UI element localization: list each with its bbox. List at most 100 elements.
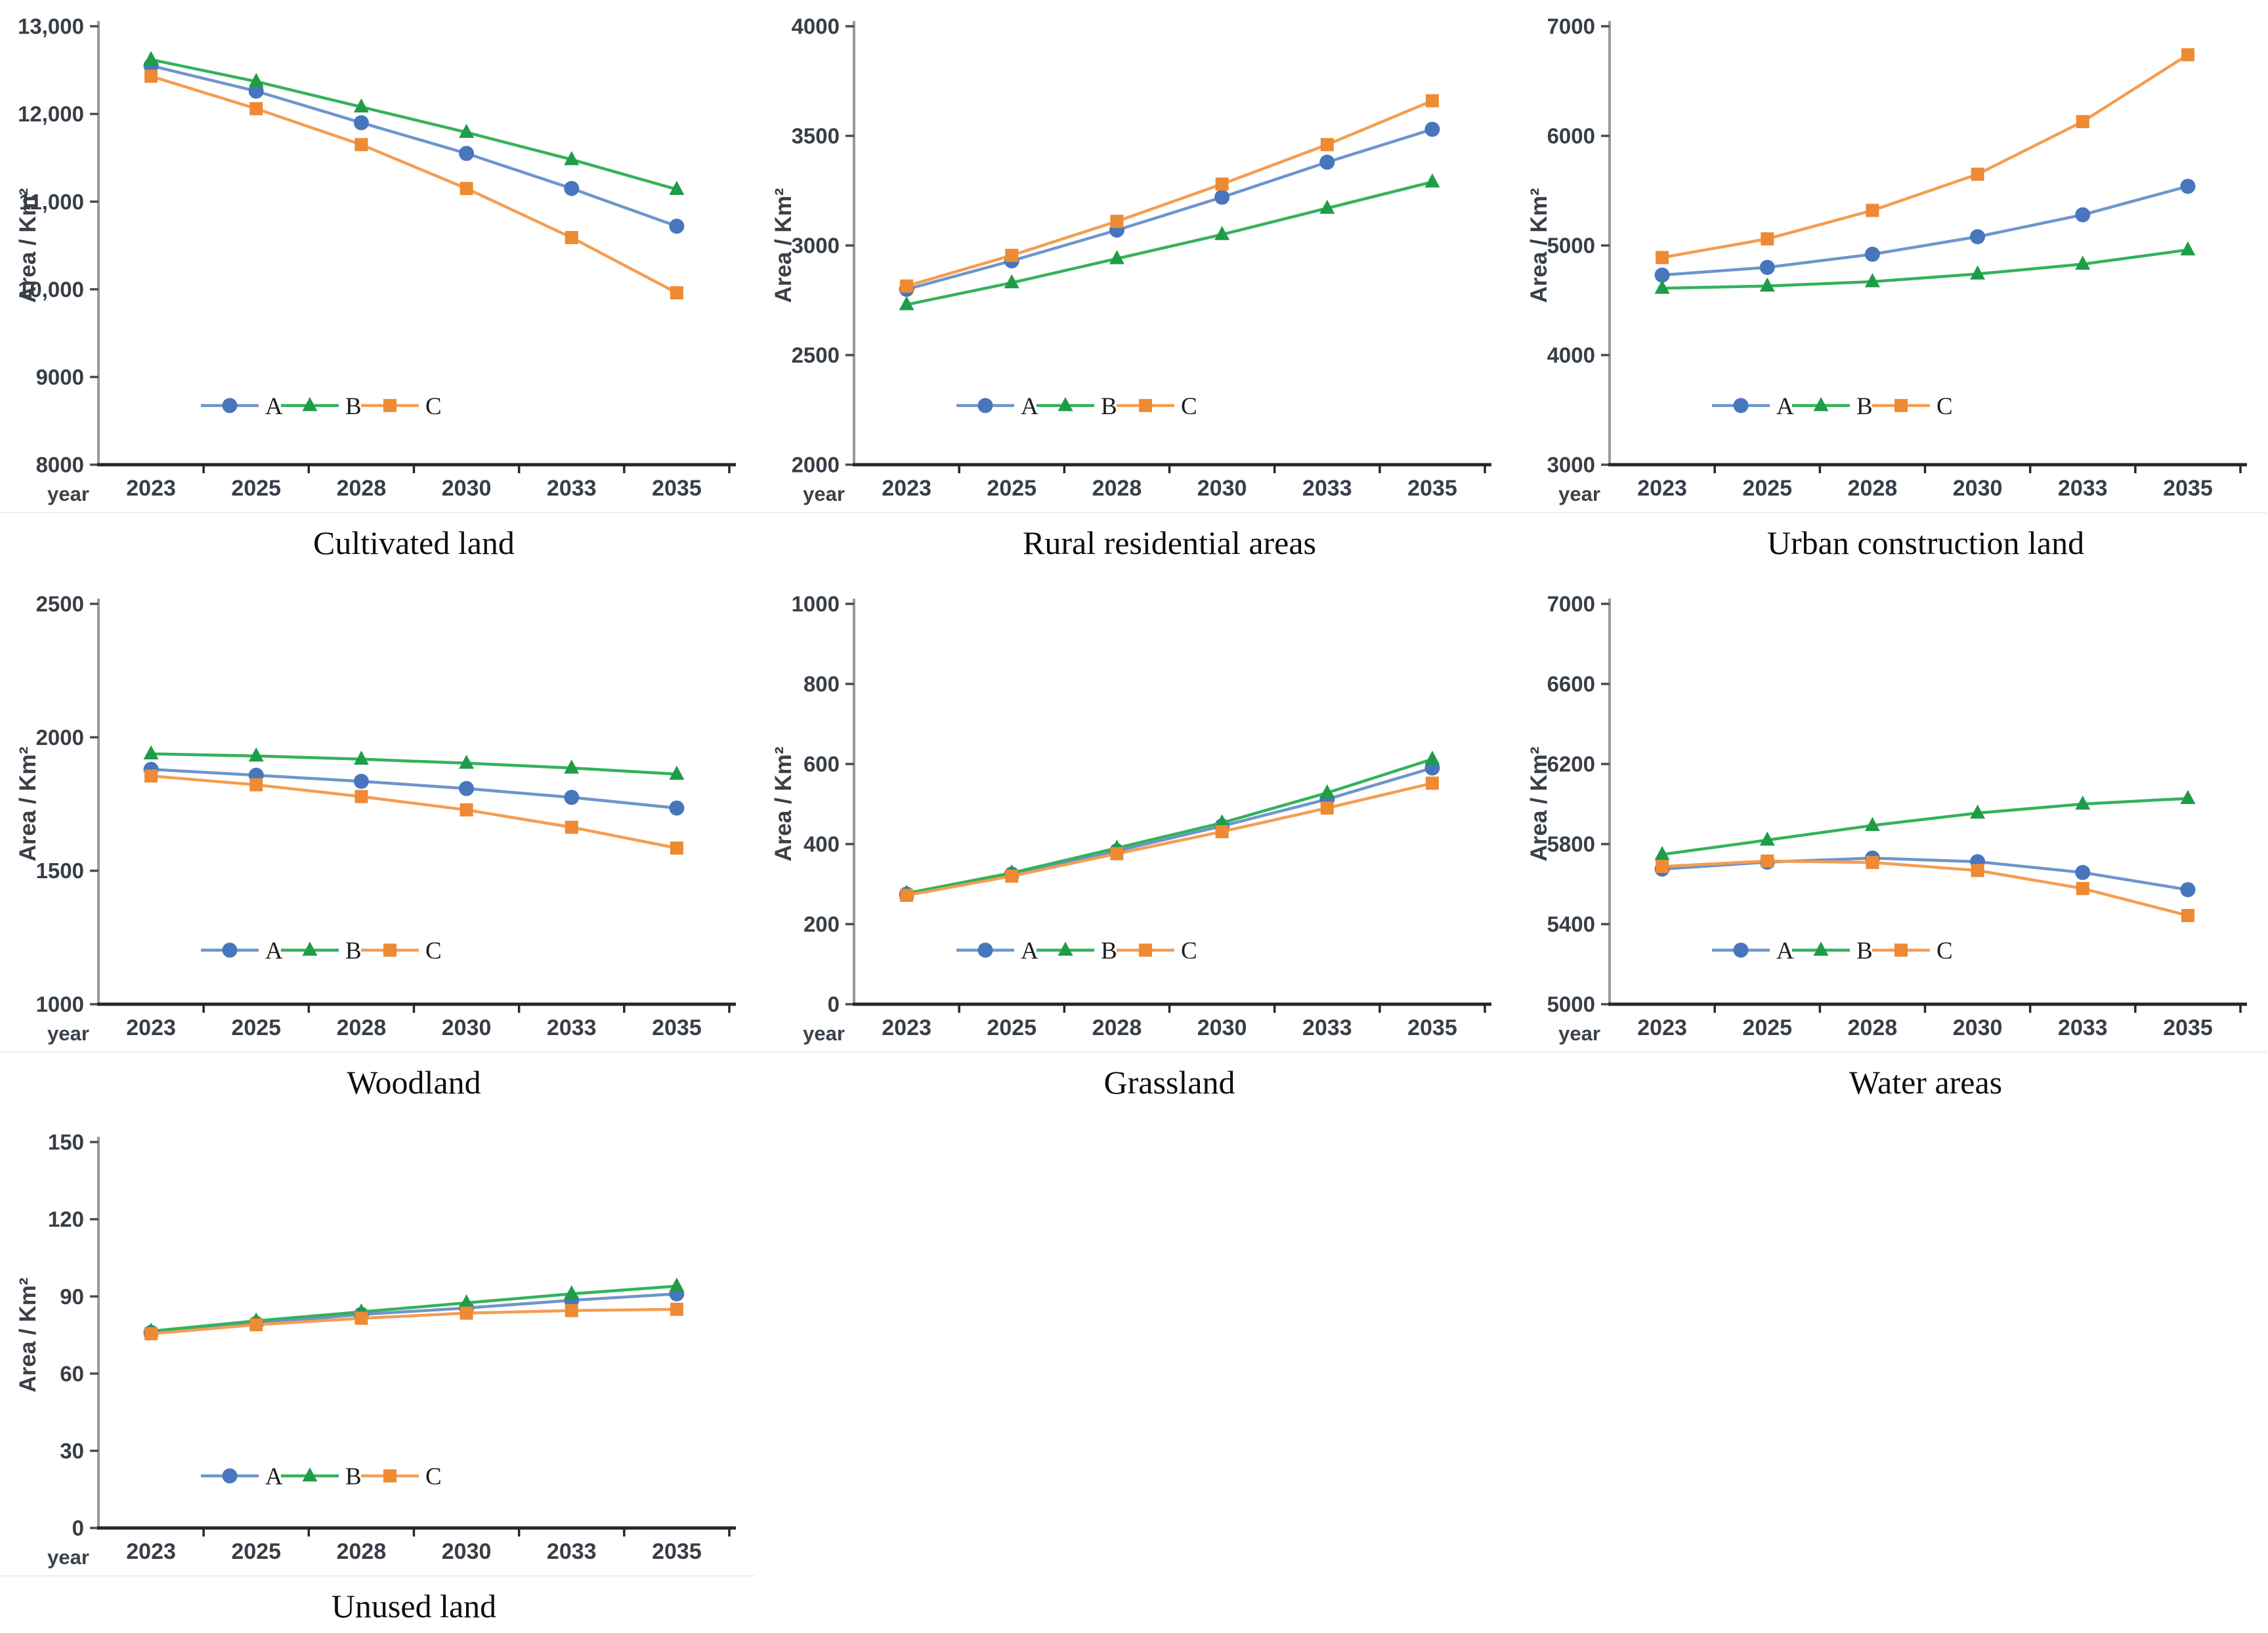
marker-square	[565, 230, 578, 244]
series-B	[899, 173, 1440, 310]
y-axis-title: Area / Km²	[15, 1277, 41, 1392]
marker-circle	[1759, 259, 1775, 275]
legend-marker-square	[383, 943, 396, 957]
marker-circle	[1319, 154, 1335, 170]
marker-triangle	[1319, 784, 1335, 799]
legend: A B C	[201, 1464, 442, 1491]
svg-text:Area / Km²: Area / Km²	[15, 746, 41, 861]
legend-label: B	[345, 393, 362, 420]
series-B	[1654, 790, 2196, 860]
series-line	[1661, 184, 2189, 277]
marker-triangle	[2075, 255, 2091, 270]
y-tick-label: 6000	[1547, 124, 1595, 148]
marker-circle	[2180, 179, 2196, 194]
marker-square	[670, 841, 683, 855]
x-axis-title: year	[803, 482, 845, 505]
x-tick-label: 2028	[337, 1539, 387, 1564]
x-tick-label: 2028	[337, 1015, 387, 1040]
legend-label: C	[1936, 938, 1953, 965]
y-tick-label: 12,000	[18, 102, 84, 126]
marker-square	[2076, 881, 2089, 895]
series-line	[151, 752, 677, 776]
y-tick-label: 5000	[1547, 234, 1595, 258]
x-axis-title: year	[47, 482, 89, 505]
marker-triangle	[1004, 274, 1019, 289]
legend-marker-square	[383, 1469, 396, 1483]
series-A	[899, 121, 1440, 297]
y-axis: 5000 5400 5800 6200 6600 7000	[1547, 592, 1611, 1017]
marker-circle	[2075, 207, 2091, 223]
y-tick-label: 8000	[36, 453, 84, 477]
marker-circle	[564, 180, 580, 196]
y-tick-label: 5800	[1547, 832, 1595, 857]
marker-square	[1425, 94, 1439, 108]
marker-triangle	[899, 296, 914, 310]
y-tick-label: 1000	[792, 592, 840, 616]
marker-triangle	[143, 51, 159, 66]
legend-marker-circle	[1733, 398, 1749, 414]
x-tick-label: 2025	[231, 1015, 281, 1040]
marker-circle	[1214, 190, 1230, 205]
y-tick-label: 60	[60, 1361, 84, 1386]
y-tick-label: 7000	[1547, 592, 1595, 616]
y-axis-title: Area / Km²	[15, 746, 41, 861]
svg-text:Area / Km²: Area / Km²	[771, 746, 796, 861]
legend-marker-triangle	[302, 396, 318, 412]
series-A	[1654, 179, 2196, 283]
y-tick-label: 3500	[792, 124, 840, 148]
legend-label: A	[1776, 938, 1794, 965]
marker-square	[900, 279, 914, 293]
legend-marker-triangle	[1058, 396, 1073, 412]
y-tick-label: 1000	[36, 992, 84, 1017]
legend-label: B	[1856, 938, 1873, 965]
y-tick-label: 90	[60, 1284, 84, 1309]
marker-square	[249, 1318, 263, 1332]
marker-square	[354, 790, 368, 803]
series-A	[1654, 850, 2196, 898]
line-chart-canvas: 5000 5400 5800 6200 6600 7000 2023 2025 2028 2030…	[1511, 592, 2267, 1053]
x-axis: 2023 2025 2028 2030 2033 2035 year	[1558, 1002, 2247, 1045]
legend-marker-circle	[1733, 943, 1749, 958]
marker-square	[2181, 908, 2194, 922]
x-tick-label: 2025	[231, 476, 281, 501]
y-tick-label: 1500	[36, 859, 84, 883]
legend-label: C	[425, 1464, 442, 1491]
y-tick-label: 10,000	[18, 277, 84, 301]
marker-square	[1005, 249, 1019, 263]
marker-circle	[353, 773, 369, 789]
marker-circle	[2180, 882, 2196, 898]
chart-title: Urban construction land	[1766, 524, 2085, 561]
series-line	[906, 766, 1433, 896]
x-tick-label: 2035	[1407, 1015, 1457, 1040]
marker-circle	[1424, 121, 1440, 137]
x-tick-label: 2035	[652, 1539, 702, 1564]
x-tick-label: 2023	[1637, 1015, 1687, 1040]
x-axis-title: year	[47, 1022, 89, 1045]
marker-triangle	[1214, 226, 1230, 240]
y-tick-label: 4000	[792, 14, 840, 39]
marker-triangle	[459, 754, 475, 769]
chart-title: Rural residential areas	[1022, 524, 1317, 561]
chart-title: Woodland	[347, 1064, 481, 1101]
marker-triangle	[1864, 816, 1880, 832]
x-tick-label: 2030	[1197, 1015, 1247, 1040]
legend-marker-square	[1139, 943, 1152, 957]
x-axis: 2023 2025 2028 2030 2033 2035 year	[47, 1002, 736, 1045]
y-tick-label: 2000	[792, 453, 840, 477]
x-tick-label: 2035	[2163, 1015, 2213, 1040]
marker-triangle	[669, 1277, 685, 1292]
series-line	[150, 767, 677, 810]
marker-triangle	[248, 747, 264, 762]
series-line	[906, 180, 1433, 307]
marker-triangle	[2180, 790, 2196, 804]
legend-marker-circle	[222, 943, 238, 958]
line-chart-canvas: 1000 1500 2000 2500 2023 2025 2028 2030 2033 2035…	[0, 592, 756, 1053]
series-C	[144, 70, 683, 300]
y-axis-title: Area / Km²	[1526, 746, 1552, 861]
marker-triangle	[564, 1285, 580, 1300]
series-line	[906, 782, 1433, 897]
line-chart-canvas: 0 30 60 90 120 150 2023 2025 2028 2030 2033 2035 yea…	[0, 1130, 756, 1577]
x-tick-label: 2030	[442, 476, 492, 501]
legend-label: A	[1021, 393, 1038, 420]
